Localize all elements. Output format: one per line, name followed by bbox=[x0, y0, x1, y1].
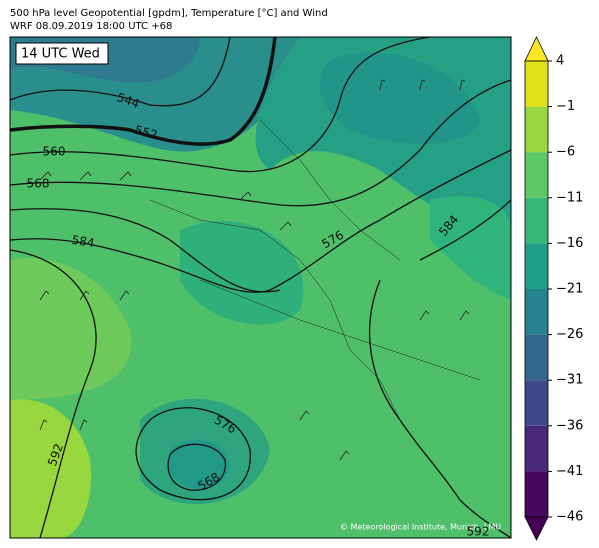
map-subtitle: WRF 08.09.2019 18:00 UTC +68 bbox=[10, 21, 172, 32]
colorbar-bin bbox=[525, 334, 548, 381]
colorbar-tick-label: −36 bbox=[556, 418, 583, 433]
copyright: © Meteorological Institute, Munich, LMU bbox=[340, 523, 501, 532]
colorbar-tick-label: −26 bbox=[556, 327, 583, 342]
colorbar-tick-label: −16 bbox=[556, 236, 583, 251]
colorbar-tick-label: −21 bbox=[556, 282, 583, 297]
colorbar-bin bbox=[525, 197, 548, 244]
colorbar-tick-label: 4 bbox=[556, 54, 564, 69]
contour-label: 552 bbox=[133, 123, 159, 142]
time-label: 14 UTC Wed bbox=[21, 47, 100, 62]
colorbar-bin bbox=[525, 106, 548, 153]
colorbar-tick-label: −41 bbox=[556, 464, 583, 479]
colorbar-tick-label: −11 bbox=[556, 190, 583, 205]
colorbar-bin bbox=[525, 380, 548, 426]
contour-label: 568 bbox=[27, 177, 50, 191]
map-frame bbox=[9, 36, 512, 539]
colorbar-bin bbox=[525, 425, 548, 472]
time-box bbox=[15, 42, 109, 65]
map-field bbox=[10, 37, 511, 538]
colorbar: 4 −1 −6 −11 −16 −21 −26 −31 −36 −41 −46 bbox=[524, 36, 583, 541]
colorbar-tick-label: −46 bbox=[556, 510, 583, 525]
colorbar-bin bbox=[525, 243, 548, 289]
contour-label: 592 bbox=[467, 525, 490, 539]
colorbar-extend-max bbox=[524, 36, 549, 62]
colorbar-extend-min bbox=[524, 516, 549, 541]
colorbar-bin bbox=[525, 289, 548, 335]
contour-label: 560 bbox=[43, 145, 66, 159]
colorbar-tick-label: −1 bbox=[556, 99, 575, 114]
colorbar-bin bbox=[525, 152, 548, 198]
colorbar-bin bbox=[525, 61, 548, 107]
colorbar-tick-label: −6 bbox=[556, 145, 575, 160]
colorbar-bin bbox=[525, 471, 548, 517]
map-title: 500 hPa level Geopotential [gpdm], Tempe… bbox=[10, 8, 328, 19]
colorbar-tick-label: −31 bbox=[556, 373, 583, 388]
contour-label: 584 bbox=[71, 233, 96, 251]
